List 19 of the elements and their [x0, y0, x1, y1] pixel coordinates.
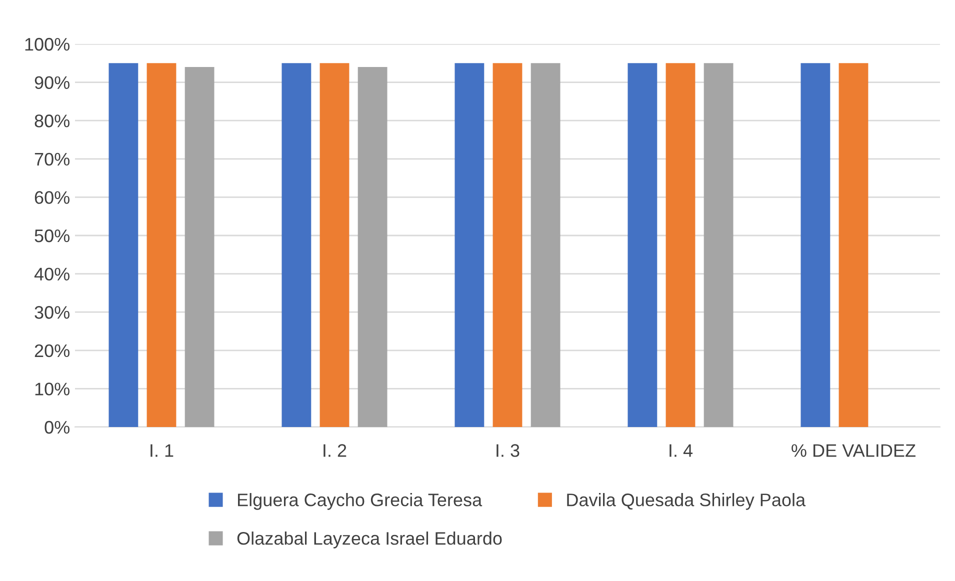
- legend-label: Olazabal Layzeca Israel Eduardo: [237, 532, 502, 548]
- y-tick-label: 60%: [34, 191, 70, 204]
- y-tick-label: 80%: [34, 114, 70, 128]
- x-tick-label: I. 3: [496, 444, 520, 457]
- y-tick-label: 90%: [34, 76, 70, 90]
- y-tick-label: 70%: [34, 152, 70, 166]
- y-tick-label: 40%: [34, 268, 70, 281]
- y-tick-label: 30%: [34, 306, 70, 319]
- y-tick-label: 0%: [44, 420, 70, 434]
- legend-label: Elguera Caycho Grecia Teresa: [238, 493, 482, 510]
- y-tick-label: 10%: [35, 382, 70, 396]
- y-tick-label: 100%: [25, 38, 70, 51]
- legend-label: Davila Quesada Shirley Paola: [567, 493, 806, 510]
- x-tick-label: % DE VALIDEZ: [792, 444, 916, 457]
- y-tick-label: 50%: [34, 229, 70, 242]
- y-tick-label: 20%: [34, 344, 70, 358]
- x-tick-label: I. 1: [150, 444, 174, 457]
- x-tick-label: I. 4: [670, 444, 693, 457]
- x-tick-label: I. 2: [324, 444, 346, 457]
